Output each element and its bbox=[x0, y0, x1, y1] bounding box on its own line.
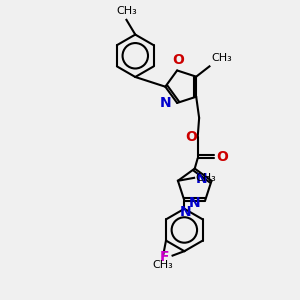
Text: F: F bbox=[160, 250, 170, 264]
Text: N: N bbox=[196, 172, 207, 186]
Text: CH₃: CH₃ bbox=[211, 53, 232, 63]
Text: CH₃: CH₃ bbox=[196, 173, 216, 183]
Text: N: N bbox=[189, 196, 201, 211]
Text: CH₃: CH₃ bbox=[153, 260, 173, 270]
Text: O: O bbox=[216, 150, 228, 164]
Text: N: N bbox=[180, 205, 192, 219]
Text: N: N bbox=[160, 96, 172, 110]
Text: CH₃: CH₃ bbox=[116, 6, 137, 16]
Text: O: O bbox=[185, 130, 197, 144]
Text: O: O bbox=[172, 53, 184, 67]
